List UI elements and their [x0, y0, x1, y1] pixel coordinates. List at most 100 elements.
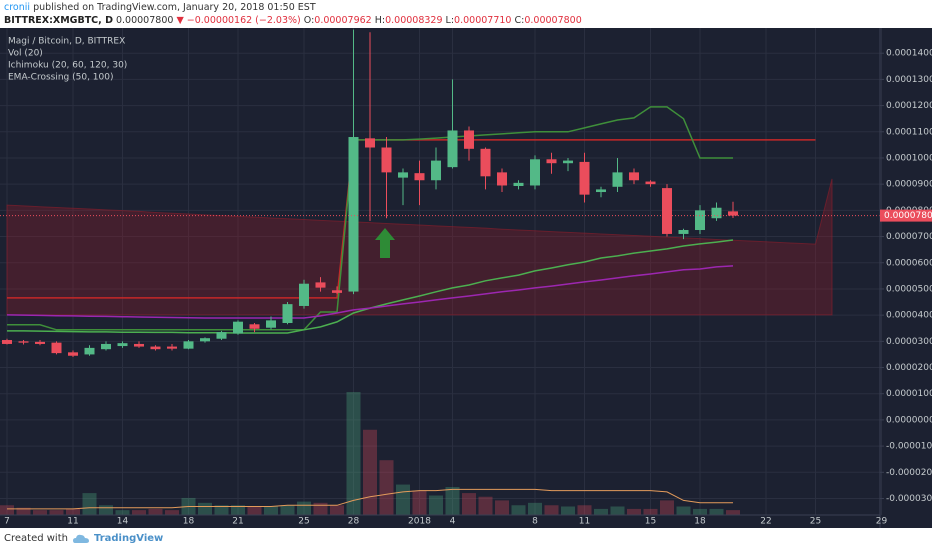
candle-body [629, 172, 639, 181]
candle-body [35, 341, 45, 344]
change: −0.00000162 (−2.03%) [186, 15, 301, 26]
candle-body [695, 210, 705, 231]
candle-body [216, 332, 227, 339]
candle-body [728, 211, 738, 216]
volume-ma-line [7, 488, 733, 510]
volume-bar [495, 500, 509, 515]
candle-body [299, 283, 309, 306]
candle-body [530, 159, 540, 186]
indicator-line [6, 265, 734, 319]
volume-bar [247, 506, 262, 515]
volume-bar [429, 495, 443, 515]
volume-bar [132, 510, 146, 515]
chart-background [0, 28, 932, 528]
published: published on TradingView.com, January 20… [33, 2, 316, 13]
candle-body [282, 304, 293, 323]
candle-body [480, 148, 491, 177]
volume-bar [577, 505, 592, 515]
volume-bar [709, 508, 724, 515]
volume-bar [49, 510, 64, 515]
indicator-label: EMA-Crossing (50, 100) [8, 73, 113, 83]
volume-bar [627, 508, 641, 515]
last-price-label: 0.00007800 [884, 211, 932, 221]
candle-body [18, 341, 29, 343]
volume-bar [478, 496, 493, 515]
volume-bar [445, 486, 460, 515]
volume-bar [231, 505, 245, 515]
candle-body [546, 159, 557, 164]
indicator-label: Vol (20) [8, 49, 43, 59]
created-with: Created with [4, 533, 68, 544]
volume-bar [726, 510, 740, 515]
x-tick-label: 28 [348, 517, 360, 527]
volume-bar [462, 493, 476, 515]
volume-bar [511, 505, 526, 515]
candle-body [315, 282, 326, 288]
volume-bar [660, 500, 674, 515]
ohlc-label: O: [303, 15, 315, 26]
ichimoku-cloud [6, 178, 833, 316]
x-tick-label: 21 [232, 517, 243, 527]
volume-bar [115, 510, 130, 515]
candle-body [134, 343, 144, 347]
y-tick-label: 0.00000000 [886, 415, 932, 425]
volume-bar [297, 501, 311, 515]
buy-arrow [375, 228, 395, 258]
x-tick-label: 11 [579, 517, 590, 527]
x-tick-label: 4 [450, 517, 456, 527]
volume-bar [99, 505, 113, 515]
ohlc-value: 0.00007962 [314, 15, 372, 26]
candle-body [51, 342, 62, 354]
x-tick-label: 18 [694, 517, 706, 527]
volume-bar [82, 493, 97, 515]
candle-body [596, 189, 606, 193]
ohlc-label: H: [374, 15, 386, 26]
volume-bar [148, 508, 163, 515]
symbol: BITTREX:XMGBTC, D [4, 15, 113, 26]
candle-body [579, 161, 590, 195]
candle-body [348, 137, 359, 292]
candle-body [150, 346, 161, 350]
chart-title: Magi / Bitcoin, D, BITTREX [8, 37, 125, 47]
volume-bar [165, 510, 179, 515]
candle-body [68, 352, 78, 356]
header-line: BITTREX:XMGBTC, D 0.00007800 ▼ −0.000001… [4, 15, 582, 26]
volume-bar [396, 484, 410, 515]
candle-body [711, 207, 722, 219]
candle-body [431, 160, 441, 181]
brand[interactable]: TradingView [93, 533, 164, 544]
volume-bar [198, 502, 212, 515]
candle-body [678, 230, 689, 234]
volume-bar [214, 505, 229, 515]
header: cronii published on TradingView.com, Jan… [0, 0, 932, 28]
volume-bar [379, 460, 394, 515]
x-tick-label: 11 [67, 517, 78, 527]
candle-body [2, 340, 12, 344]
x-tick-label: 8 [532, 517, 538, 527]
footer-credit: Created with TradingView [4, 533, 163, 544]
volume-bar [0, 505, 14, 515]
volume-bar [363, 429, 377, 515]
volume-bar [561, 506, 575, 515]
last-price: 0.00007800 [115, 15, 174, 26]
candle-body [497, 172, 507, 186]
header-line: cronii published on TradingView.com, Jan… [4, 2, 316, 13]
author[interactable]: cronii [4, 2, 31, 13]
volume-bar [16, 507, 31, 515]
ohlc-label: C: [514, 15, 525, 26]
candle-body [266, 320, 276, 328]
brand-logo [72, 534, 89, 543]
volume-bar [33, 510, 47, 515]
candle-body [249, 324, 260, 329]
candle-body [398, 172, 408, 178]
